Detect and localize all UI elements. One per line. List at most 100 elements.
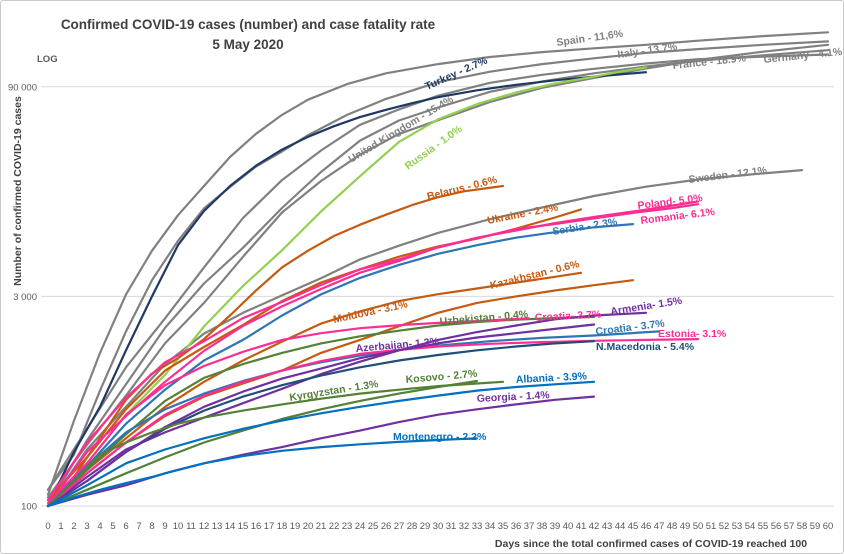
x-tick-label: 54 — [745, 521, 756, 532]
x-axis-tick-labels: 0 1 2 3 4 5 6 7 8 9 10 11 12 13 14 15 16 17 18 19 20 21 22 23 24… — [45, 521, 833, 532]
series-label-azerbaijan: Azerbaijan- 1.3% — [355, 336, 440, 355]
x-tick-label: 21 — [316, 521, 327, 532]
series-label-united-kingdom: United Kingdom - 15.4% — [346, 93, 456, 166]
x-tick-label: 23 — [342, 521, 353, 532]
series-label-montenegro: Montenegro - 2.2% — [393, 431, 487, 443]
series-line-united-kingdom — [46, 43, 830, 499]
x-tick-label: 37 — [524, 521, 535, 532]
series-label-france: France - 18.9% — [672, 52, 747, 72]
series-label-spain: Spain - 11,6% — [556, 28, 625, 49]
x-tick-label: 53 — [732, 521, 743, 532]
gridlines — [41, 86, 834, 507]
series-line-romania — [46, 203, 700, 502]
x-tick-label: 9 — [162, 521, 167, 532]
x-tick-label: 16 — [251, 521, 262, 532]
x-tick-label: 13 — [212, 521, 223, 532]
x-tick-label: 48 — [667, 521, 678, 532]
x-tick-label: 15 — [238, 521, 249, 532]
series-line-albania — [46, 380, 596, 508]
x-tick-label: 56 — [771, 521, 782, 532]
x-tick-label: 1 — [58, 521, 63, 532]
x-tick-label: 49 — [680, 521, 691, 532]
series-label-croatia-blue: Croatia - 3.7% — [595, 318, 666, 338]
x-tick-label: 12 — [199, 521, 210, 532]
x-tick-label: 39 — [550, 521, 561, 532]
x-tick-label: 26 — [381, 521, 392, 532]
chart-subtitle: 5 May 2020 — [212, 37, 283, 52]
series-line-italy — [46, 40, 830, 491]
x-tick-label: 42 — [589, 521, 600, 532]
x-tick-label: 14 — [225, 521, 236, 532]
x-tick-label: 22 — [329, 521, 340, 532]
series-line-spain — [46, 31, 830, 496]
x-tick-label: 31 — [446, 521, 457, 532]
series-label-armenia: Armenia- 1.5% — [610, 295, 684, 318]
series-labels: Spain - 11,6%Italy - 13.7%United Kingdom… — [289, 28, 843, 443]
log-scale-label: LOG — [37, 54, 58, 65]
x-tick-label: 38 — [537, 521, 548, 532]
x-tick-label: 5 — [110, 521, 115, 532]
x-tick-label: 43 — [602, 521, 613, 532]
x-tick-label: 60 — [823, 521, 834, 532]
x-tick-label: 50 — [693, 521, 704, 532]
series-line-sweden — [46, 169, 804, 508]
x-tick-label: 28 — [407, 521, 418, 532]
x-tick-label: 4 — [97, 521, 102, 532]
series-label-n-macedonia: N.Macedonia - 5.4% — [596, 341, 695, 353]
series-label-ukraine: Ukraine - 2.4% — [486, 201, 559, 227]
x-tick-label: 40 — [563, 521, 574, 532]
y-axis-title: Number of confirmed COVID-19 cases — [12, 96, 24, 286]
series-label-albania: Albania - 3.9% — [516, 370, 588, 386]
series-line-poland — [46, 200, 700, 508]
x-tick-label: 25 — [368, 521, 379, 532]
y-tick-label: 100 — [21, 502, 37, 513]
series-line-estonia — [46, 338, 700, 508]
x-tick-label: 58 — [797, 521, 808, 532]
x-tick-label: 27 — [394, 521, 405, 532]
series-line-germany — [46, 53, 830, 491]
x-tick-label: 36 — [511, 521, 522, 532]
x-tick-label: 11 — [186, 521, 196, 532]
y-tick-label: 90 000 — [8, 82, 37, 93]
x-tick-label: 30 — [433, 521, 444, 532]
x-tick-label: 55 — [758, 521, 769, 532]
x-tick-label: 18 — [277, 521, 288, 532]
x-tick-label: 41 — [576, 521, 587, 532]
x-tick-label: 2 — [71, 521, 76, 532]
x-tick-label: 6 — [123, 521, 128, 532]
series-line-georgia — [46, 395, 596, 508]
x-tick-label: 35 — [498, 521, 509, 532]
x-tick-label: 45 — [628, 521, 639, 532]
chart-title: Confirmed COVID-19 cases (number) and ca… — [61, 17, 436, 32]
x-tick-label: 33 — [472, 521, 483, 532]
series-line-azerbaijan — [46, 323, 596, 508]
series-label-moldova: Moldova - 3.1% — [332, 298, 409, 326]
series-label-sweden: Sweden - 12.1% — [688, 164, 768, 186]
series-label-georgia: Georgia - 1.4% — [477, 389, 551, 405]
series-label-germany: Germany - 4.1% — [763, 46, 843, 66]
x-tick-label: 20 — [303, 521, 314, 532]
x-tick-label: 19 — [290, 521, 301, 532]
series-label-croatia-pink: Croatia- 3.7% — [535, 308, 603, 323]
x-tick-label: 29 — [420, 521, 431, 532]
x-axis-title: Days since the total confirmed cases of … — [495, 538, 807, 550]
x-tick-label: 17 — [264, 521, 275, 532]
x-tick-label: 10 — [173, 521, 184, 532]
x-tick-label: 24 — [355, 521, 366, 532]
x-tick-label: 32 — [459, 521, 470, 532]
series-line-france — [46, 49, 830, 508]
y-axis-tick-labels: 90 000 3 000 100 — [8, 82, 37, 512]
x-tick-label: 51 — [706, 521, 717, 532]
series-label-estonia: Estonia- 3.1% — [658, 328, 727, 340]
x-tick-label: 46 — [641, 521, 652, 532]
series-line-croatia-blue — [46, 330, 661, 508]
series-line-russia — [46, 66, 648, 508]
x-tick-label: 34 — [485, 521, 496, 532]
series-line-moldova — [46, 271, 583, 508]
series-line-kyrgyzstan — [46, 380, 505, 508]
x-tick-label: 59 — [810, 521, 821, 532]
x-tick-label: 57 — [784, 521, 795, 532]
y-tick-label: 3 000 — [13, 292, 37, 303]
